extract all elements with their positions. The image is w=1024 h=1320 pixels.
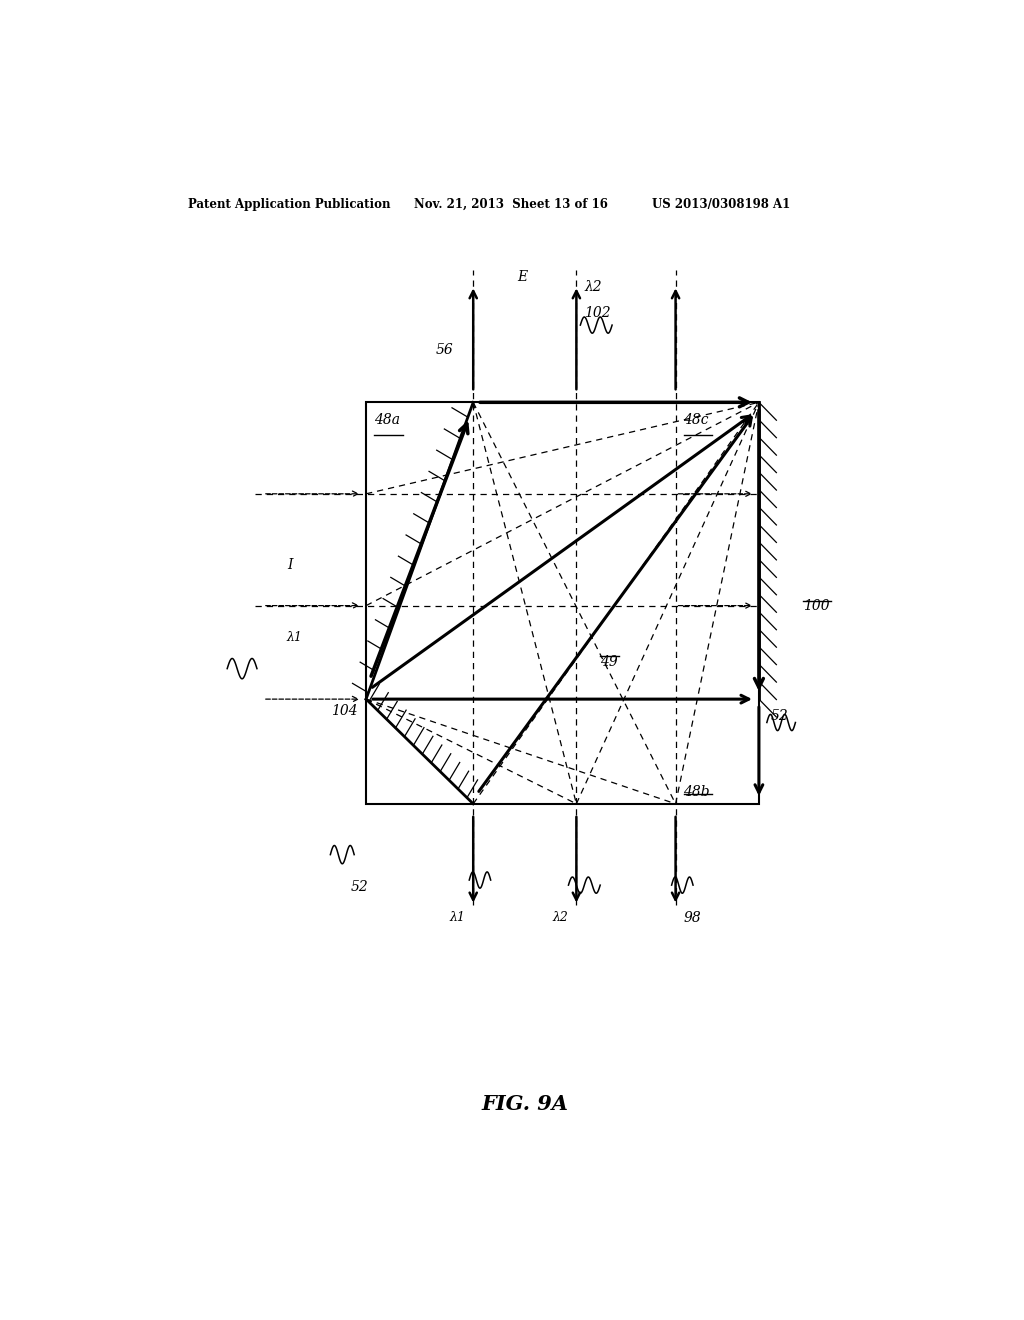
Text: Nov. 21, 2013  Sheet 13 of 16: Nov. 21, 2013 Sheet 13 of 16 <box>414 198 607 211</box>
Text: λ1: λ1 <box>450 911 465 924</box>
Text: Patent Application Publication: Patent Application Publication <box>187 198 390 211</box>
Text: 48c: 48c <box>684 412 709 426</box>
Text: I: I <box>287 558 292 572</box>
Text: 104: 104 <box>332 704 358 718</box>
Text: 52: 52 <box>350 880 368 894</box>
Text: 49: 49 <box>600 655 617 668</box>
Text: US 2013/0308198 A1: US 2013/0308198 A1 <box>652 198 791 211</box>
Text: E: E <box>517 271 527 284</box>
Text: FIG. 9A: FIG. 9A <box>481 1094 568 1114</box>
Text: λ1: λ1 <box>287 631 303 644</box>
Text: 102: 102 <box>585 306 611 319</box>
Text: 98: 98 <box>684 911 701 924</box>
Bar <box>367 403 759 804</box>
Text: λ2: λ2 <box>553 911 568 924</box>
Text: λ2: λ2 <box>585 280 602 294</box>
Text: 52: 52 <box>771 709 788 723</box>
Text: 56: 56 <box>435 343 454 356</box>
Text: 48b: 48b <box>684 784 711 799</box>
Text: 100: 100 <box>803 598 829 612</box>
Text: 48a: 48a <box>374 412 400 426</box>
